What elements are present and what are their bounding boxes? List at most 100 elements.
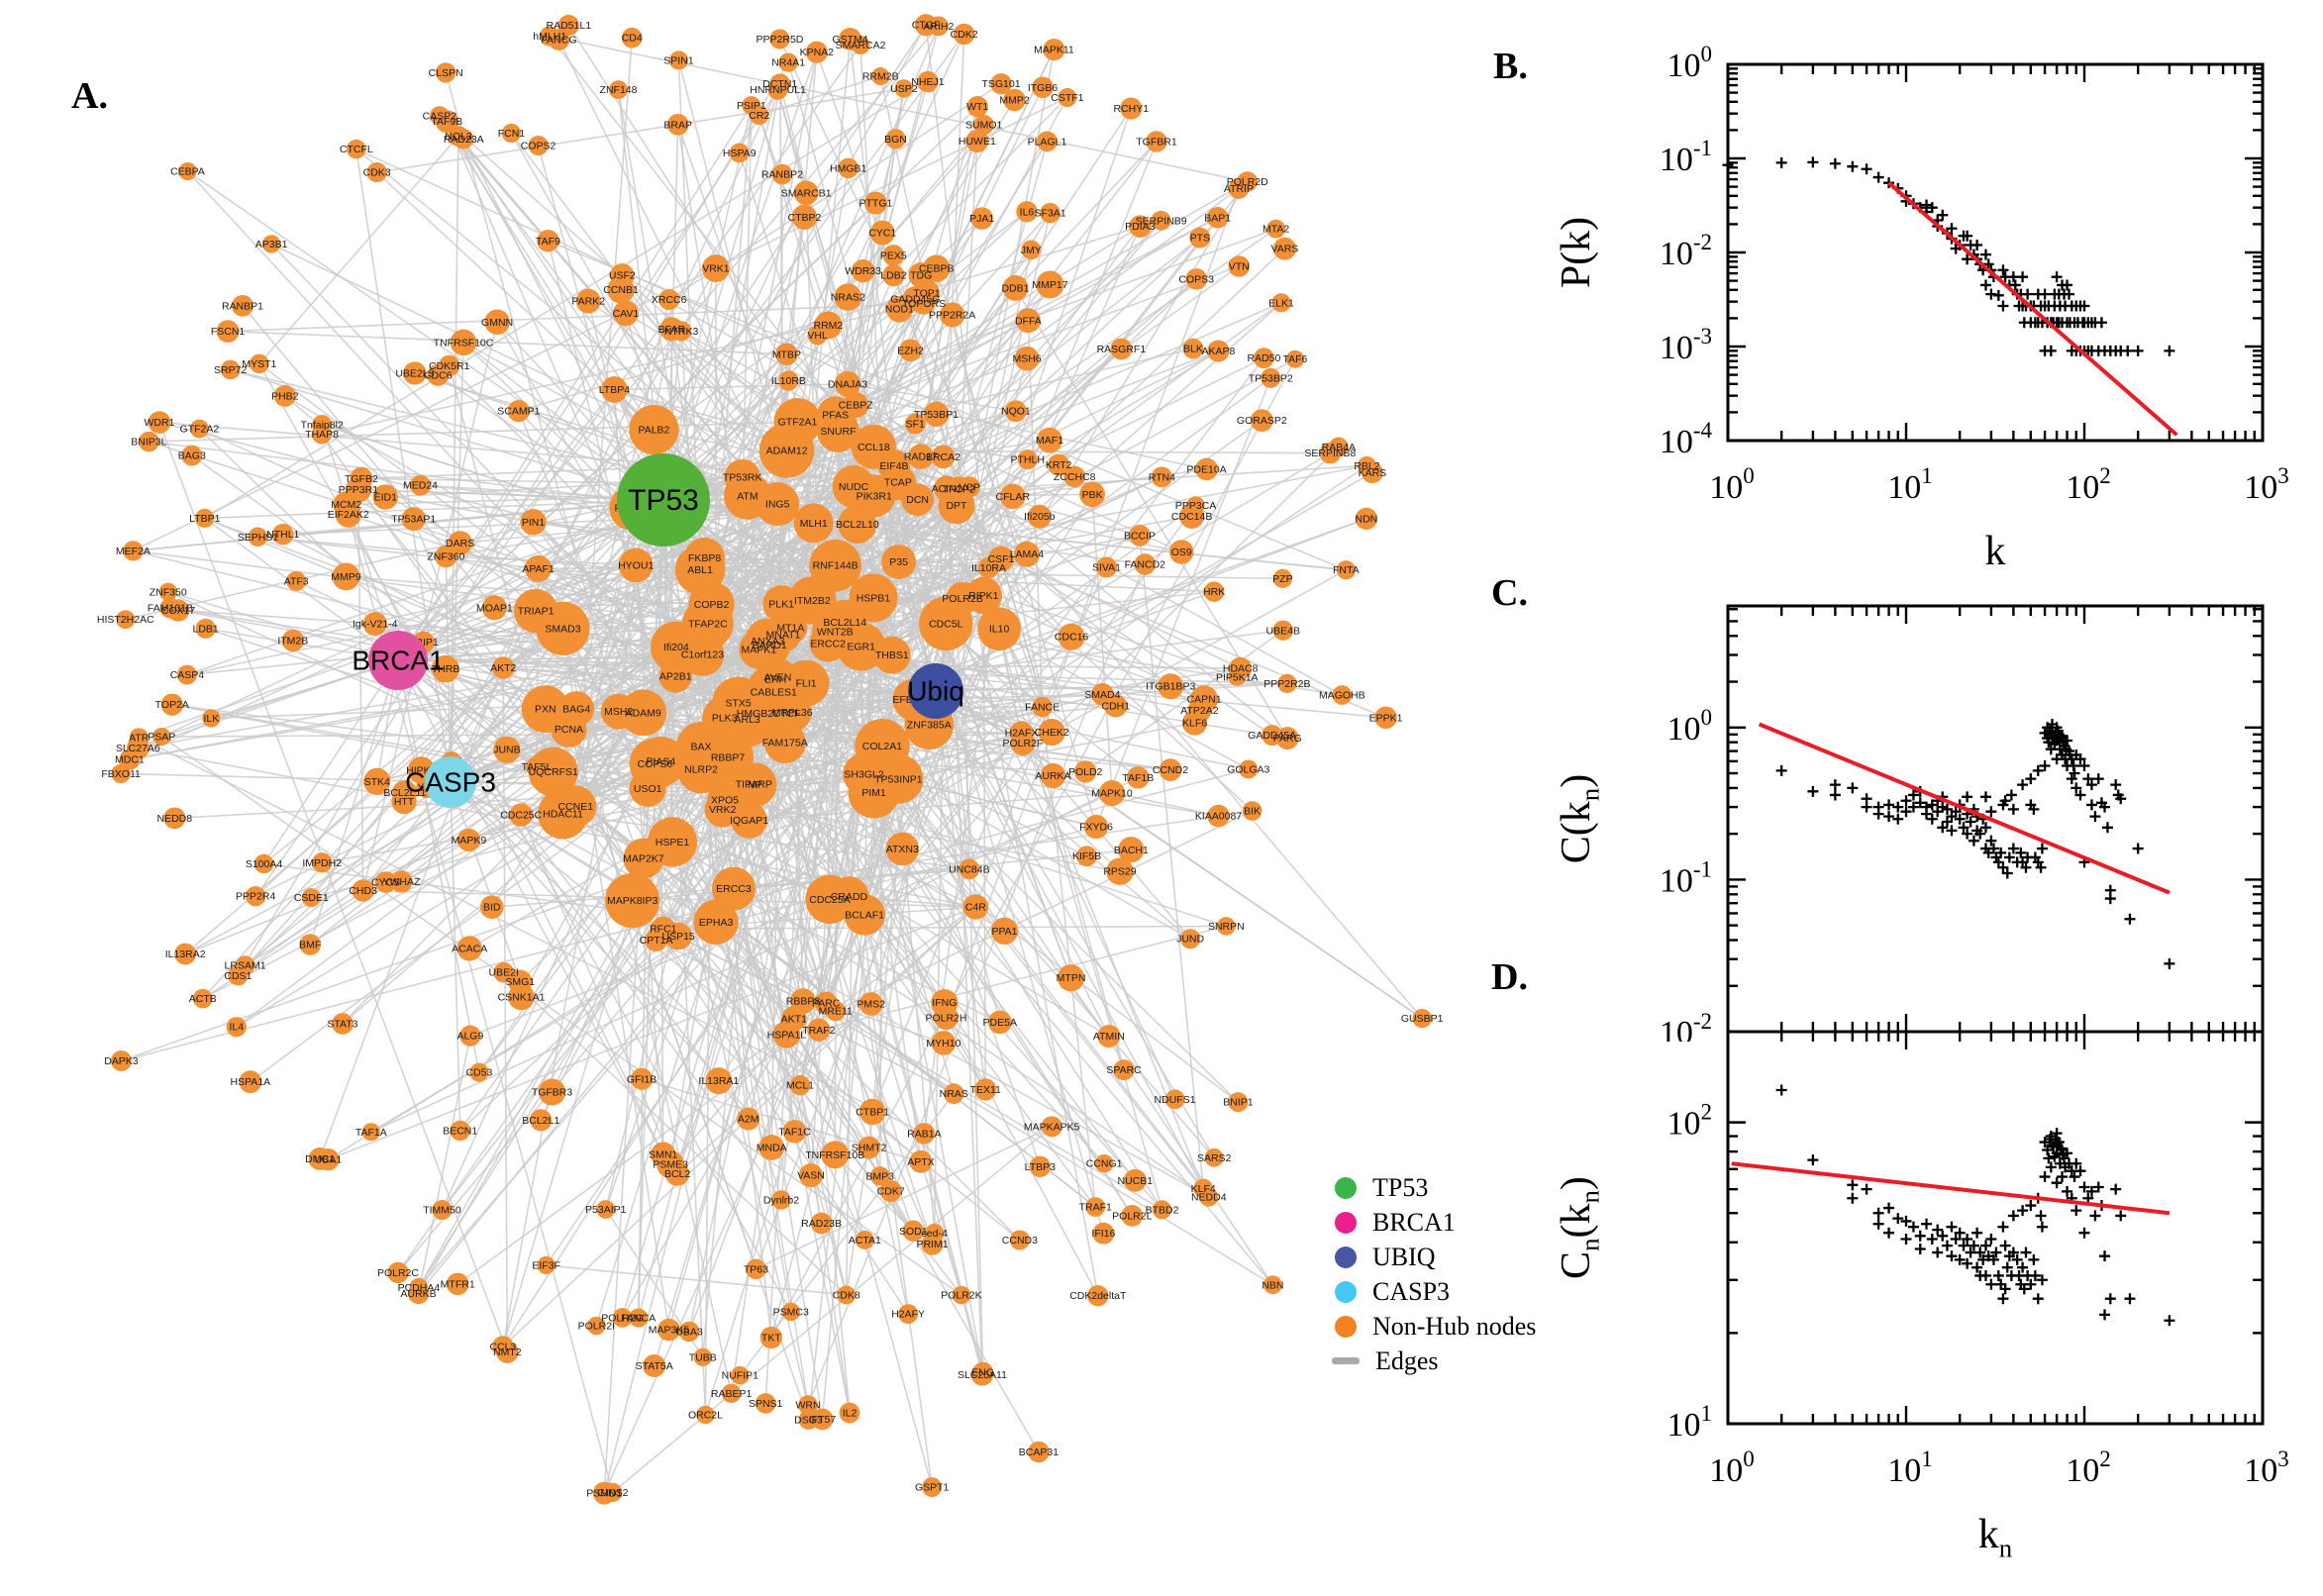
scatter-point	[1926, 202, 1938, 214]
network-node-label: BCL2L14	[823, 617, 866, 629]
network-edge	[397, 659, 480, 1073]
network-edge	[397, 379, 789, 661]
network-node	[704, 791, 742, 828]
network-edge	[784, 590, 1215, 744]
legend-label: TP53	[1372, 1172, 1429, 1202]
network-node	[1094, 1153, 1114, 1173]
label-seg: )	[1554, 1176, 1599, 1190]
network-node-label: AKT1	[781, 1013, 807, 1025]
network-edge	[881, 141, 1049, 747]
network-node	[1073, 760, 1097, 783]
network-node	[538, 788, 588, 840]
scatter-point	[2053, 1137, 2065, 1148]
label-seg: (k	[1554, 1203, 1599, 1238]
network-node-label: CDK3	[363, 167, 391, 179]
network-node	[917, 70, 939, 93]
network-edge	[835, 590, 1215, 633]
network-node	[575, 288, 601, 314]
scatter-point	[2132, 843, 2144, 854]
network-node	[902, 1220, 925, 1243]
network-node	[871, 66, 890, 86]
network-node-label: VARS	[1270, 244, 1298, 255]
network-node	[1254, 348, 1274, 369]
network-node-label: MTFR1	[441, 1278, 475, 1290]
network-edge	[920, 106, 978, 457]
network-node-label: SHMT2	[852, 1143, 887, 1154]
network-edge	[137, 499, 664, 749]
network-node-label: FANCG	[541, 35, 576, 47]
network-node-label: ORC2L	[688, 1410, 723, 1422]
network-node-label: BNIP3L	[131, 437, 166, 449]
scatter-point	[1847, 160, 1859, 172]
network-node-label: APAF1	[522, 563, 555, 575]
network-node-label: ITM2B2	[794, 595, 831, 607]
network-edge	[825, 628, 1000, 1004]
network-node-label: COPS3	[1178, 273, 1214, 285]
x-tick-label: 103	[2244, 1446, 2289, 1489]
scatter-point	[1985, 288, 1997, 300]
network-node-label: IL10	[989, 624, 1010, 636]
network-edge	[827, 226, 1141, 645]
network-node	[1374, 706, 1397, 730]
network-node	[915, 14, 938, 37]
network-node	[807, 1018, 831, 1042]
network-node-label: STK4	[364, 776, 390, 788]
network-node-label: THRB	[432, 663, 460, 675]
network-node-label: H2AFY	[891, 1309, 925, 1321]
network-node-label: SF3A1	[1035, 208, 1066, 220]
network-node	[1121, 1205, 1144, 1227]
scatter-point	[2099, 801, 2111, 813]
network-node-label: ACTA1	[849, 1235, 881, 1247]
network-edge	[776, 676, 909, 1315]
scatter-point	[1807, 1154, 1819, 1166]
network-edge	[446, 121, 664, 501]
network-node-label: NEDD4	[1191, 1192, 1227, 1204]
network-node	[1004, 400, 1027, 423]
network-node-label: EIF3F	[532, 1259, 560, 1271]
network-node-label: FANCE	[1025, 702, 1060, 714]
network-node-label: GTF2A2	[180, 424, 220, 436]
scatter-point	[1775, 1084, 1787, 1096]
network-node-label: MYH10	[926, 1038, 960, 1049]
network-node	[789, 1074, 811, 1096]
network-node	[711, 866, 756, 911]
network-node-label: CDK2	[951, 29, 978, 41]
network-node-label: PSMC3	[773, 1306, 809, 1318]
network-node	[1028, 1441, 1050, 1463]
scatter-point	[2124, 1293, 2136, 1305]
mantissa: 10	[1667, 1407, 1701, 1444]
network-node	[332, 562, 360, 591]
network-edge	[925, 25, 990, 568]
network-node	[959, 858, 980, 880]
network-node-label: EPPK1	[1369, 712, 1403, 724]
scatter-point	[2062, 1185, 2073, 1197]
network-node-label: TOPORS	[902, 298, 946, 310]
network-node	[798, 1163, 824, 1188]
network-node-label: XRCC6	[652, 294, 687, 306]
network-node-label: MAPK8IP3	[607, 895, 658, 907]
network-node	[618, 548, 654, 583]
network-node-label: MOAP1	[476, 602, 513, 614]
network-node	[361, 1123, 380, 1142]
network-edge	[158, 422, 509, 1352]
network-node	[481, 595, 507, 621]
network-node-label: CYCS	[371, 876, 400, 888]
network-node	[869, 220, 895, 246]
network-node-label: TAF1C	[778, 1126, 811, 1138]
network-node	[1319, 442, 1342, 464]
legend-node-swatch	[1335, 1246, 1357, 1268]
scatter-point	[1921, 808, 1933, 820]
panel-a-label: A.	[71, 75, 108, 117]
network-node	[759, 1326, 782, 1349]
scatter-point	[1962, 828, 1973, 840]
network-edge	[417, 1035, 471, 1294]
network-node-label: TAF1B	[1122, 772, 1154, 784]
network-node	[192, 988, 213, 1009]
network-node	[159, 597, 181, 619]
network-node	[775, 343, 798, 366]
network-node-label: TGFBR3	[532, 1086, 573, 1098]
exponent: 1	[1921, 1446, 1933, 1471]
scatter-point	[1974, 828, 1986, 840]
network-node-label: ILK	[203, 713, 219, 725]
network-node	[235, 955, 255, 975]
